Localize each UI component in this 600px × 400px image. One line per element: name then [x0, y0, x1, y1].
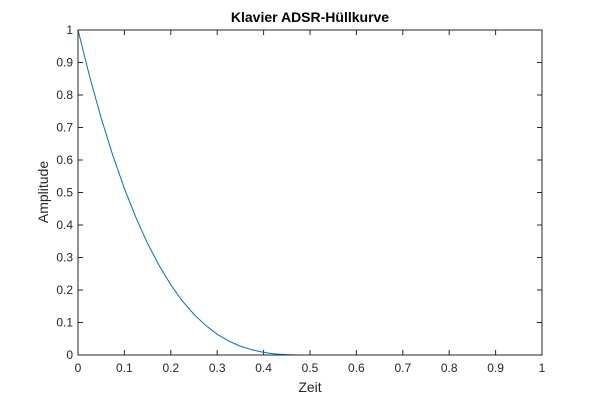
- x-tick-label: 0.8: [441, 361, 458, 375]
- x-tick-label: 0.5: [302, 361, 319, 375]
- chart-title: Klavier ADSR-Hüllkurve: [231, 9, 389, 25]
- x-tick-label: 0.4: [255, 361, 272, 375]
- y-tick-label: 0.7: [56, 121, 73, 135]
- plot-background: [78, 30, 542, 355]
- x-tick-label: 1: [539, 361, 546, 375]
- x-axis-label: Zeit: [298, 379, 321, 395]
- x-tick-label: 0.6: [348, 361, 365, 375]
- y-axis-label: Amplitude: [35, 161, 51, 223]
- y-tick-label: 0.3: [56, 251, 73, 265]
- x-tick-labels: 0 0.1 0.2 0.3 0.4 0.5 0.6 0.7 0.8 0.9 1: [75, 361, 546, 375]
- y-tick-label: 1: [66, 23, 73, 37]
- y-tick-label: 0.5: [56, 186, 73, 200]
- x-tick-label: 0.1: [116, 361, 133, 375]
- x-tick-label: 0.9: [487, 361, 504, 375]
- x-tick-label: 0.2: [162, 361, 179, 375]
- y-tick-label: 0.8: [56, 88, 73, 102]
- x-tick-label: 0.3: [209, 361, 226, 375]
- x-tick-label: 0.7: [394, 361, 411, 375]
- y-tick-label: 0.2: [56, 283, 73, 297]
- plot-frame: [77, 29, 543, 356]
- y-tick-label: 0.4: [56, 218, 73, 232]
- x-tick-label: 0: [75, 361, 82, 375]
- y-tick-labels: 0 0.1 0.2 0.3 0.4 0.5 0.6 0.7 0.8 0.9 1: [56, 23, 73, 362]
- y-tick-label: 0.9: [56, 56, 73, 70]
- y-tick-label: 0.1: [56, 316, 73, 330]
- y-tick-label: 0: [66, 348, 73, 362]
- y-tick-label: 0.6: [56, 153, 73, 167]
